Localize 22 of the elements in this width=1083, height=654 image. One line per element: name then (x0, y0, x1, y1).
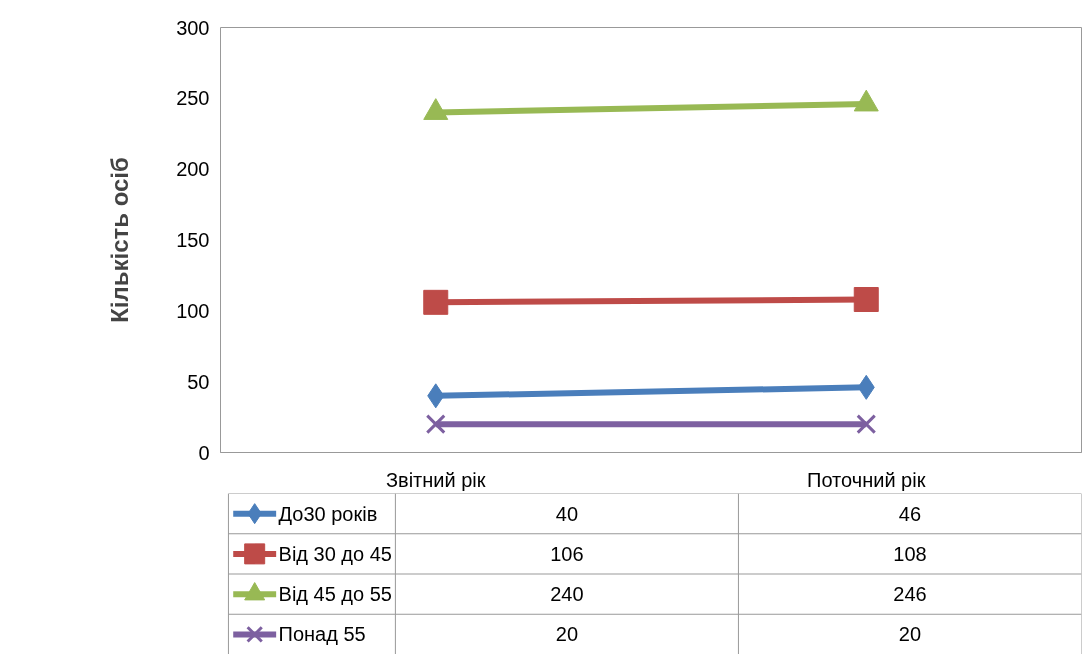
y-tick-label: 250 (176, 87, 210, 110)
data-label: 40 (555, 502, 579, 525)
data-label: 20 (555, 623, 579, 646)
data-label: 108 (893, 542, 927, 565)
legend-label: Понад 55 (278, 623, 366, 646)
y-tick-label: 150 (176, 229, 210, 251)
legend-label: Від 30 до 45 (278, 542, 392, 565)
legend-label: Від 45 до 55 (278, 583, 392, 606)
y-tick-label: 100 (176, 299, 210, 322)
y-tick-label: 200 (176, 158, 210, 181)
y-tick-label: 300 (176, 16, 210, 39)
y-axis-title: Кількість осіб (106, 157, 134, 323)
x-tick-label: Поточний рік (807, 468, 926, 491)
data-label: 106 (550, 542, 584, 565)
legend-label: До30 років (278, 502, 378, 525)
y-tick-label: 50 (187, 370, 210, 393)
data-label: 240 (550, 583, 584, 606)
y-tick-label: 0 (198, 441, 210, 464)
data-label: 46 (898, 502, 922, 525)
data-label: 246 (893, 583, 927, 606)
data-label: 20 (898, 623, 922, 646)
x-tick-label: Звітний рік (385, 468, 486, 491)
